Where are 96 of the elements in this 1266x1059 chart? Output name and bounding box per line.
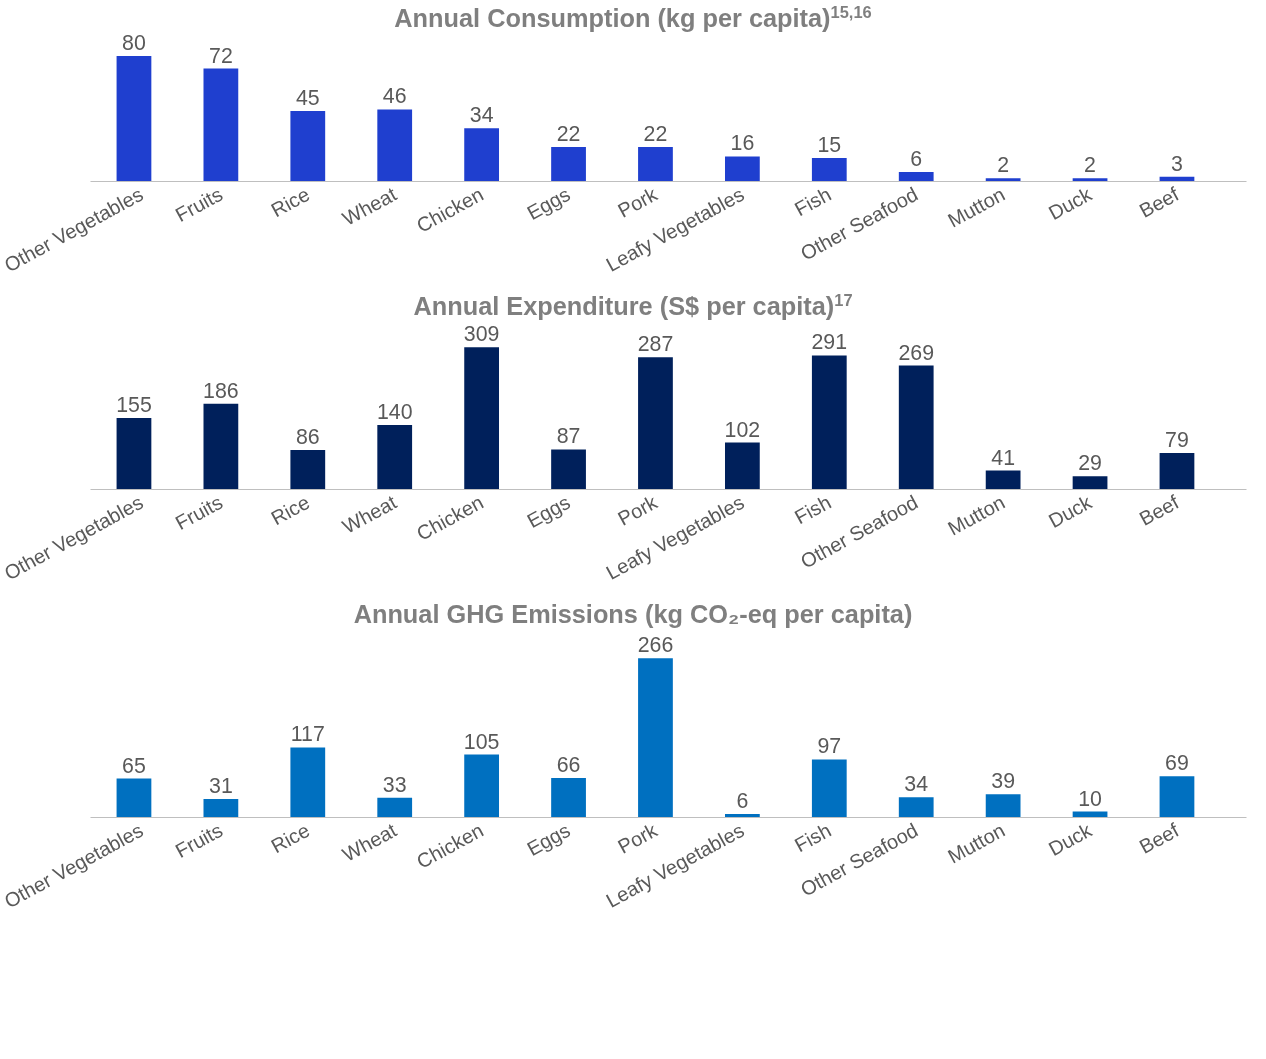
bar xyxy=(638,658,673,818)
bar xyxy=(551,449,586,490)
data-label: 291 xyxy=(811,330,848,355)
data-label: 34 xyxy=(469,103,494,128)
chart-title: Annual GHG Emissions (kg CO₂-eq per capita) xyxy=(352,599,914,630)
data-label: 33 xyxy=(382,772,407,797)
data-label: 102 xyxy=(724,417,761,442)
data-label: 287 xyxy=(637,332,674,357)
bar xyxy=(551,777,586,818)
data-label: 3 xyxy=(1171,151,1183,176)
x-tick-label: Eggs xyxy=(523,182,574,225)
bar xyxy=(464,128,500,182)
bar xyxy=(290,449,326,490)
data-label: 10 xyxy=(1078,786,1103,811)
bar xyxy=(811,355,847,490)
data-label: 41 xyxy=(991,445,1015,470)
bar xyxy=(985,178,1021,182)
x-tick-label: Duck xyxy=(1044,818,1097,860)
bar xyxy=(203,798,239,818)
x-tick-label: Beef xyxy=(1135,182,1183,222)
x-tick-label: Fish xyxy=(790,490,835,529)
bar xyxy=(811,157,847,182)
data-label: 269 xyxy=(898,340,935,365)
data-label: 105 xyxy=(463,729,500,754)
bar xyxy=(725,442,760,490)
data-label: 266 xyxy=(637,633,674,658)
data-label: 46 xyxy=(382,84,407,109)
bar xyxy=(985,794,1021,818)
data-label: 97 xyxy=(817,734,842,759)
bar xyxy=(116,56,152,182)
bar xyxy=(203,403,239,490)
chart-title: Annual Expenditure (S$ per capita)$^{17}$ xyxy=(413,290,853,320)
x-tick-label: Fruits xyxy=(171,490,227,535)
data-label: 86 xyxy=(295,424,320,449)
bar xyxy=(1159,453,1195,490)
x-tick-label: Rice xyxy=(267,818,314,858)
bar xyxy=(116,418,152,490)
bar xyxy=(811,759,847,818)
data-label: 2 xyxy=(997,153,1010,178)
data-label: 69 xyxy=(1165,751,1189,776)
x-tick-label: Fish xyxy=(790,182,835,221)
data-label: 79 xyxy=(1165,428,1189,453)
x-tick-label: Rice xyxy=(267,182,314,222)
bar xyxy=(464,347,500,490)
bar xyxy=(1072,476,1108,490)
data-label: 15 xyxy=(817,132,842,157)
bar xyxy=(377,797,413,818)
x-tick-label: Fish xyxy=(790,818,835,857)
data-label: 29 xyxy=(1078,451,1102,476)
data-label: 34 xyxy=(904,772,929,797)
data-label: 16 xyxy=(730,131,755,156)
data-label: 31 xyxy=(209,773,233,798)
bar xyxy=(638,357,673,490)
data-label: 22 xyxy=(643,122,668,147)
bar xyxy=(638,147,673,182)
data-label: 186 xyxy=(203,378,239,403)
bar xyxy=(551,147,586,182)
data-label: 65 xyxy=(122,753,146,778)
data-label: 2 xyxy=(1084,153,1096,178)
chart-title: Annual Consumption (kg per capita)$^{15,16}$ xyxy=(394,2,872,32)
data-label: 87 xyxy=(556,424,581,449)
bar xyxy=(725,156,760,182)
bar xyxy=(377,109,413,182)
x-tick-label: Beef xyxy=(1135,490,1183,530)
data-label: 6 xyxy=(910,147,923,172)
bar xyxy=(898,797,934,818)
x-tick-label: Fruits xyxy=(171,818,227,863)
bar xyxy=(1159,776,1195,818)
data-label: 117 xyxy=(290,722,325,747)
x-tick-label: Rice xyxy=(267,490,314,530)
bar xyxy=(377,424,413,490)
x-tick-label: Eggs xyxy=(523,818,574,861)
bar xyxy=(1072,178,1108,182)
x-tick-label: Eggs xyxy=(523,490,574,533)
bar xyxy=(898,172,934,182)
bar xyxy=(116,778,152,818)
bar xyxy=(898,365,934,490)
bar xyxy=(464,754,500,818)
data-label: 80 xyxy=(122,31,146,56)
bar xyxy=(290,110,326,182)
bar xyxy=(203,68,239,182)
x-tick-label: Fruits xyxy=(171,182,227,227)
data-label: 66 xyxy=(556,752,581,777)
data-label: 22 xyxy=(556,122,581,147)
data-label: 309 xyxy=(463,322,500,347)
bar xyxy=(985,470,1021,490)
x-tick-label: Duck xyxy=(1044,490,1097,532)
data-label: 6 xyxy=(736,788,749,813)
data-label: 72 xyxy=(209,43,233,68)
data-label: 155 xyxy=(116,393,152,418)
data-label: 140 xyxy=(376,399,413,424)
x-tick-label: Beef xyxy=(1135,818,1183,858)
data-label: 45 xyxy=(295,85,320,110)
data-label: 39 xyxy=(991,769,1015,794)
x-tick-label: Duck xyxy=(1044,182,1097,224)
bar xyxy=(290,747,326,818)
